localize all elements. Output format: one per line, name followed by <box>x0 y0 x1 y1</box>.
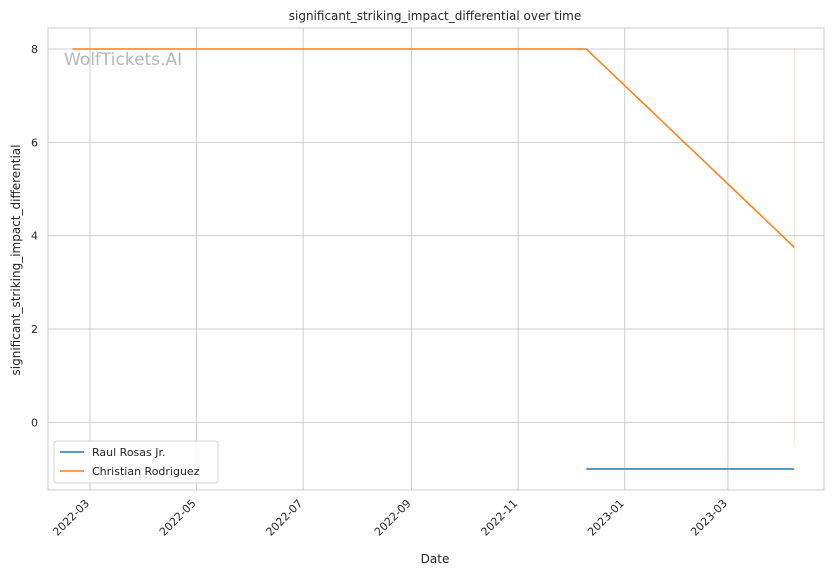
plot-area <box>48 28 824 490</box>
y-tick-label: 2 <box>31 323 38 336</box>
grid <box>48 28 824 490</box>
chart-title: significant_striking_impact_differential… <box>289 9 581 23</box>
legend-label: Christian Rodriguez <box>92 465 200 478</box>
y-tick-label: 0 <box>31 416 38 429</box>
series-lines <box>72 48 795 470</box>
legend-box <box>53 440 219 484</box>
y-tick-label: 8 <box>31 43 38 56</box>
legend: Raul Rosas Jr. Christian Rodriguez <box>53 440 219 484</box>
y-axis-title: significant_striking_impact_differential <box>9 145 23 376</box>
x-axis-title: Date <box>421 552 450 566</box>
y-tick-label: 4 <box>31 230 38 243</box>
legend-label: Raul Rosas Jr. <box>92 446 166 459</box>
plot-frame <box>47 27 825 491</box>
y-tick-label: 6 <box>31 136 38 149</box>
series-line <box>72 48 795 248</box>
watermark: WolfTickets.AI <box>64 50 182 70</box>
